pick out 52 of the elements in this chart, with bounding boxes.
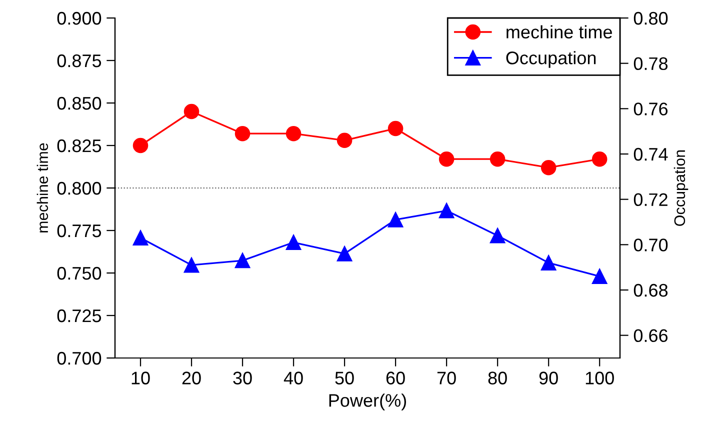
y2-tick-label: 0.68 — [634, 284, 668, 297]
y2-tick-label: 0.66 — [634, 329, 668, 342]
point — [184, 257, 200, 273]
y2-tick-label: 0.74 — [634, 148, 668, 161]
y-tick-label: 0.775 — [57, 224, 102, 238]
point — [438, 203, 454, 218]
x-axis-title: Power(%) — [329, 394, 406, 410]
legend-label: Occupation — [506, 51, 596, 68]
point — [540, 160, 556, 176]
point — [234, 126, 250, 142]
y-tick-label: 0.800 — [57, 182, 102, 195]
point — [388, 120, 404, 136]
x-tick-label: 80 — [488, 372, 507, 384]
y2-tick-label: 0.76 — [634, 102, 668, 116]
y-tick-label: 0.850 — [57, 96, 102, 110]
y2-tick-label: 0.80 — [634, 12, 668, 25]
point — [132, 230, 148, 246]
x-tick-label: 10 — [132, 372, 150, 384]
x-tick-label: 70 — [437, 372, 456, 384]
point — [438, 151, 454, 167]
point — [540, 255, 556, 270]
point — [336, 132, 352, 148]
y-tick-label: 0.825 — [57, 139, 102, 152]
point — [592, 151, 608, 167]
point — [490, 151, 506, 167]
y-axis-title: mechine time — [36, 143, 48, 232]
point — [388, 212, 404, 228]
y-tick-label: 0.900 — [57, 12, 102, 25]
y2-tick-label: 0.70 — [634, 238, 668, 252]
y-tick-label: 0.700 — [57, 352, 102, 365]
y-tick-label: 0.725 — [57, 309, 102, 322]
x-tick-label: 30 — [233, 372, 252, 384]
point — [286, 126, 302, 142]
point — [132, 138, 148, 154]
legend-label: mechine time — [506, 25, 612, 38]
x-tick-label: 60 — [386, 372, 405, 384]
y-tick-label: 0.750 — [57, 266, 102, 280]
point — [184, 104, 200, 120]
point — [286, 234, 302, 250]
x-tick-label: 90 — [539, 372, 558, 384]
point — [336, 246, 352, 262]
point — [234, 252, 250, 268]
point — [490, 228, 506, 244]
x-tick-label: 50 — [335, 372, 354, 384]
y2-tick-label: 0.72 — [634, 193, 668, 206]
x-tick-label: 20 — [182, 372, 201, 384]
y-tick-label: 0.875 — [57, 54, 102, 68]
y2-tick-label: 0.78 — [634, 57, 668, 70]
x-tick-label: 100 — [586, 372, 614, 384]
y2-axis-title: Occupation — [674, 150, 688, 226]
point — [592, 268, 608, 284]
x-tick-label: 40 — [284, 372, 303, 384]
